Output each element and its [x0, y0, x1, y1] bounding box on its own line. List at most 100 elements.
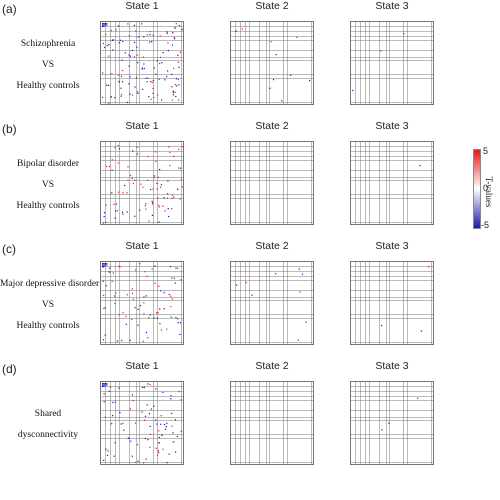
significant-connection	[167, 50, 169, 52]
significant-connection	[177, 188, 179, 190]
significant-connection	[136, 146, 138, 148]
significant-connection	[131, 49, 133, 51]
significant-connection	[141, 386, 144, 388]
significant-connection	[168, 293, 170, 296]
significant-connection	[180, 399, 182, 401]
significant-connection	[168, 215, 170, 218]
matrix-frame	[100, 141, 184, 225]
significant-connection	[104, 416, 106, 418]
significant-connection	[102, 25, 104, 27]
connectivity-matrix	[230, 21, 314, 105]
significant-connection	[173, 277, 175, 279]
significant-connection	[118, 74, 120, 76]
significant-connection	[170, 306, 172, 308]
significant-connection	[108, 271, 110, 273]
significant-connection	[149, 41, 151, 43]
significant-connection	[419, 165, 421, 167]
significant-connection	[106, 84, 108, 86]
significant-connection	[106, 383, 108, 385]
significant-connection	[167, 208, 169, 210]
significant-connection	[381, 429, 383, 431]
significant-connection	[156, 182, 158, 185]
significant-connection	[112, 415, 114, 417]
significant-connection	[103, 212, 105, 214]
significant-connection	[167, 42, 169, 44]
significant-connection	[174, 419, 176, 421]
significant-connection	[147, 179, 149, 181]
significant-connection	[108, 390, 110, 392]
significant-connection	[129, 55, 131, 57]
significant-connection	[158, 452, 160, 454]
significant-connection	[104, 307, 106, 309]
significant-connection	[126, 192, 128, 194]
significant-connection	[113, 295, 116, 297]
significant-connection	[147, 383, 149, 385]
significant-connection	[156, 317, 158, 319]
significant-connection	[153, 175, 156, 177]
significant-connection	[143, 462, 145, 464]
significant-connection	[128, 437, 130, 439]
significant-connection	[170, 398, 172, 400]
comparison-label: Schizophrenia VS Healthy controls	[0, 34, 96, 97]
significant-connection	[175, 95, 177, 97]
significant-connection	[177, 61, 179, 63]
significant-connection	[166, 32, 168, 34]
significant-connection	[135, 30, 137, 32]
significant-connection	[104, 46, 106, 49]
significant-connection	[173, 155, 175, 157]
significant-connection	[162, 205, 164, 207]
significant-connection	[153, 67, 155, 69]
significant-connection	[114, 302, 116, 304]
significant-connection	[171, 208, 173, 210]
significant-connection	[119, 412, 121, 414]
significant-connection	[175, 317, 177, 319]
matrix-frame	[350, 261, 434, 345]
state-title: State 1	[125, 360, 159, 372]
significant-connection	[135, 76, 137, 79]
state-title: State 3	[375, 240, 409, 252]
significant-connection	[118, 387, 120, 389]
significant-connection	[169, 151, 171, 154]
significant-connection	[126, 294, 128, 296]
connectivity-matrix	[350, 381, 434, 465]
significant-connection	[115, 210, 117, 212]
significant-connection	[417, 397, 419, 399]
significant-connection	[171, 425, 173, 427]
significant-connection	[144, 419, 146, 421]
significant-connection	[172, 90, 174, 92]
significant-connection	[104, 383, 106, 385]
matrix-frame	[350, 21, 434, 105]
significant-connection	[121, 211, 124, 213]
significant-connection	[170, 295, 172, 297]
significant-connection	[137, 92, 139, 94]
significant-connection	[178, 84, 180, 86]
state-title: State 2	[255, 0, 289, 12]
significant-connection	[156, 423, 158, 425]
significant-connection	[111, 159, 113, 161]
significant-connection	[147, 337, 149, 339]
significant-connection	[148, 317, 150, 319]
significant-connection	[137, 62, 139, 64]
significant-connection	[152, 92, 154, 94]
significant-connection	[111, 39, 113, 41]
significant-connection	[241, 28, 243, 30]
significant-connection	[103, 393, 105, 395]
significant-connection	[108, 84, 110, 86]
significant-connection	[143, 386, 145, 389]
significant-connection	[181, 146, 183, 148]
significant-connection	[111, 280, 113, 282]
significant-connection	[131, 318, 133, 321]
significant-connection	[120, 75, 123, 77]
significant-connection	[118, 265, 120, 267]
significant-connection	[155, 419, 157, 421]
significant-connection	[123, 429, 125, 431]
significant-connection	[161, 434, 163, 436]
comparison-label-line: VS	[41, 59, 55, 70]
significant-connection	[146, 404, 148, 406]
significant-connection	[111, 192, 113, 194]
significant-connection	[119, 39, 121, 41]
significant-connection	[171, 412, 173, 415]
significant-connection	[128, 83, 130, 85]
significant-connection	[129, 174, 131, 177]
significant-connection	[106, 384, 108, 386]
